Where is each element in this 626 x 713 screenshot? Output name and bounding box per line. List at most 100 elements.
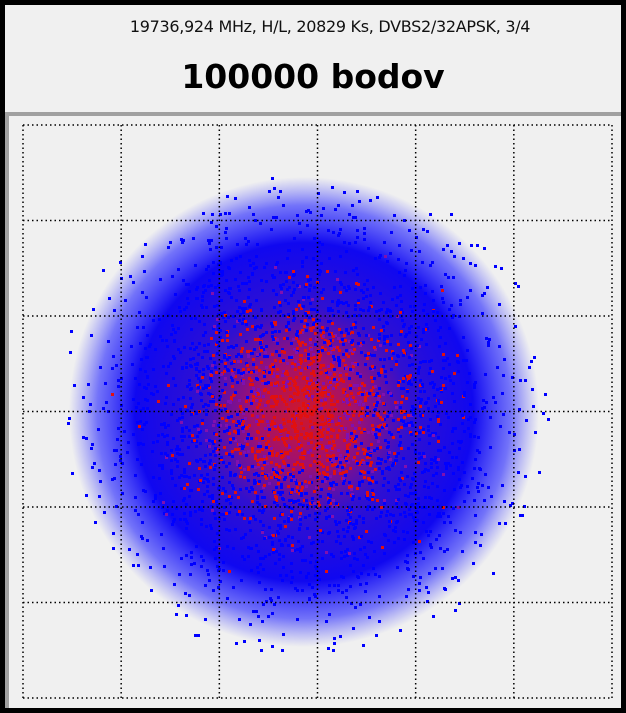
constellation-point (228, 212, 231, 215)
constellation-point (528, 366, 531, 369)
constellation-point (419, 286, 422, 289)
constellation-point (211, 213, 214, 216)
constellation-point (376, 401, 379, 404)
constellation-point (268, 553, 271, 556)
constellation-point (366, 357, 369, 360)
constellation-point (390, 394, 393, 397)
constellation-point (442, 248, 445, 251)
constellation-point (439, 547, 442, 550)
constellation-point (322, 288, 325, 291)
constellation-point (351, 535, 354, 538)
constellation-point (178, 476, 181, 479)
constellation-point (232, 586, 235, 589)
constellation-point (396, 566, 399, 569)
constellation-point (275, 550, 278, 553)
constellation-point (275, 471, 278, 474)
constellation-point (345, 470, 348, 473)
constellation-point (321, 540, 324, 543)
constellation-point (328, 333, 331, 336)
constellation-point (145, 421, 148, 424)
constellation-point (325, 570, 328, 573)
constellation-point (322, 382, 325, 385)
constellation-point (379, 462, 382, 465)
constellation-point (418, 250, 421, 253)
constellation-point (423, 455, 426, 458)
constellation-point (517, 285, 520, 288)
constellation-point (352, 350, 355, 353)
constellation-point (451, 316, 454, 319)
constellation-point (232, 420, 235, 423)
constellation-point (224, 365, 227, 368)
constellation-point (278, 465, 281, 468)
constellation-point (348, 443, 351, 446)
constellation-point (355, 519, 358, 522)
constellation-point (405, 397, 408, 400)
constellation-point (421, 506, 424, 509)
constellation-point (254, 491, 257, 494)
constellation-point (189, 364, 192, 367)
constellation-point (474, 418, 477, 421)
constellation-point (256, 450, 259, 453)
constellation-point (383, 342, 386, 345)
constellation-point (289, 473, 292, 476)
constellation-point (105, 401, 108, 404)
constellation-point (113, 309, 116, 312)
constellation-point (341, 338, 344, 341)
constellation-point (243, 558, 246, 561)
constellation-point (199, 430, 202, 433)
constellation-point (208, 242, 211, 245)
constellation-point (248, 259, 251, 262)
constellation-point (235, 299, 238, 302)
constellation-point (311, 454, 314, 457)
constellation-point (164, 452, 167, 455)
constellation-point (193, 348, 196, 351)
constellation-point (223, 430, 226, 433)
constellation-point (276, 338, 279, 341)
constellation-point (227, 346, 230, 349)
constellation-point (276, 530, 279, 533)
constellation-point (458, 447, 461, 450)
constellation-point (381, 472, 384, 475)
constellation-point (203, 350, 206, 353)
constellation-point (138, 383, 141, 386)
constellation-point (293, 392, 296, 395)
constellation-point (232, 547, 235, 550)
constellation-point (442, 384, 445, 387)
constellation-point (354, 288, 357, 291)
constellation-point (264, 555, 267, 558)
constellation-point (413, 519, 416, 522)
constellation-point (348, 486, 351, 489)
constellation-point (284, 382, 287, 385)
constellation-point (221, 339, 224, 342)
constellation-point (299, 463, 302, 466)
constellation-point (427, 397, 430, 400)
constellation-point (341, 591, 344, 594)
constellation-point (204, 465, 207, 468)
constellation-point (154, 348, 157, 351)
constellation-point (289, 398, 292, 401)
signal-parameters: 19736,924 MHz, H/L, 20829 Ks, DVBS2/32AP… (129, 17, 531, 36)
constellation-point (418, 540, 421, 543)
constellation-point (183, 512, 186, 515)
constellation-point (324, 422, 327, 425)
constellation-point (327, 493, 330, 496)
constellation-point (469, 403, 472, 406)
constellation-point (184, 405, 187, 408)
constellation-point (431, 290, 434, 293)
constellation-point (261, 531, 264, 534)
constellation-point (352, 458, 355, 461)
constellation-point (321, 391, 324, 394)
constellation-point (275, 216, 278, 219)
constellation-point (452, 382, 455, 385)
constellation-point (349, 516, 352, 519)
constellation-point (213, 540, 216, 543)
constellation-point (319, 529, 322, 532)
constellation-point (248, 377, 251, 380)
constellation-point (179, 408, 182, 411)
constellation-point (197, 353, 200, 356)
constellation-point (185, 306, 188, 309)
constellation-point (345, 519, 348, 522)
constellation-point (337, 302, 340, 305)
constellation-point (331, 322, 334, 325)
constellation-point (237, 371, 240, 374)
